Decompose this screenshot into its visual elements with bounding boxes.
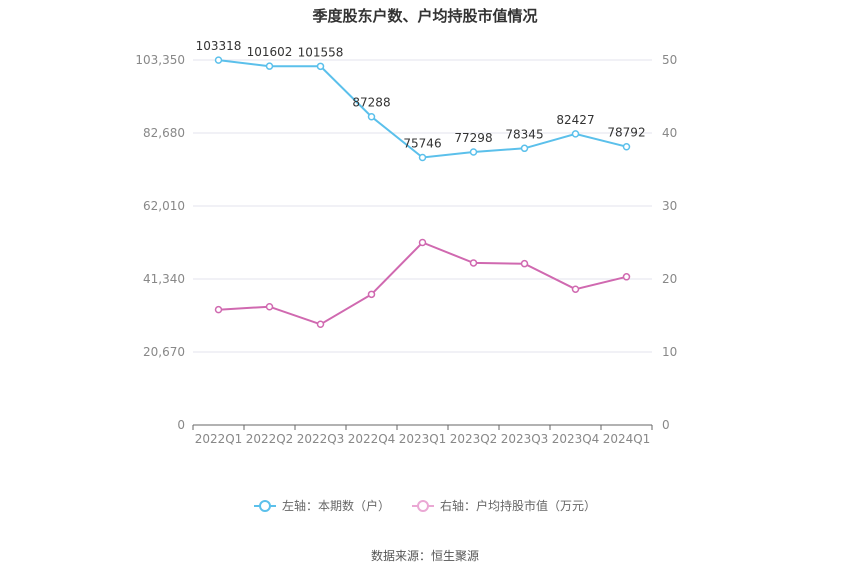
data-point	[214, 305, 223, 314]
x-axis-tick-label: 2023Q3	[501, 432, 549, 446]
legend-swatch-households-icon	[253, 499, 276, 513]
data-point	[622, 142, 631, 151]
legend-label-avg-value: 右轴：户均持股市值（万元）	[440, 499, 597, 513]
data-point	[316, 320, 325, 329]
data-point	[622, 273, 631, 281]
left-axis-tick-label: 82,680	[143, 126, 185, 140]
legend-item-avg-value[interactable]: 右轴：户均持股市值（万元）	[412, 497, 596, 514]
x-axis-tick-label: 2024Q1	[603, 432, 651, 446]
data-label: 101602	[247, 45, 293, 59]
x-axis-tick-label: 2023Q1	[399, 432, 447, 446]
left-axis-tick-label: 103,350	[135, 53, 185, 67]
right-axis-tick-label: 0	[662, 418, 670, 432]
left-axis-tick-label: 62,010	[143, 199, 185, 213]
data-label: 75746	[403, 136, 441, 150]
data-source: 数据来源：恒生聚源	[370, 549, 479, 563]
data-label: 103318	[196, 39, 242, 53]
right-axis-tick-label: 40	[662, 126, 677, 140]
legend: 左轴：本期数（户） 右轴：户均持股市值（万元）	[0, 497, 850, 514]
x-axis-tick-label: 2022Q3	[297, 432, 345, 446]
data-label: 78345	[505, 127, 543, 141]
data-point	[571, 285, 580, 293]
data-point	[265, 302, 274, 311]
data-point	[367, 290, 376, 299]
data-point	[520, 259, 529, 268]
data-point	[265, 62, 274, 70]
series-line-1	[218, 241, 627, 326]
data-label: 101558	[298, 45, 344, 59]
legend-item-households[interactable]: 左轴：本期数（户）	[253, 497, 390, 514]
x-axis-tick-label: 2022Q1	[195, 432, 243, 446]
data-label: 82427	[556, 113, 594, 127]
left-axis-tick-label: 20,670	[143, 345, 185, 359]
legend-swatch-avg-value-icon	[412, 499, 434, 513]
data-point	[418, 153, 427, 162]
data-point	[571, 130, 580, 138]
data-point	[367, 112, 376, 121]
data-point	[469, 259, 478, 267]
left-axis-tick-label: 0	[177, 418, 185, 432]
chart-title: 季度股东户数、户均持股市值情况	[312, 7, 538, 25]
right-axis-tick-label: 50	[662, 53, 677, 67]
right-axis-tick-label: 10	[662, 345, 677, 359]
left-axis-tick-label: 41,340	[143, 272, 185, 286]
x-axis-tick-label: 2022Q4	[348, 432, 396, 446]
x-axis-tick-label: 2023Q2	[450, 432, 498, 446]
data-label: 87288	[352, 96, 390, 110]
data-point	[469, 148, 478, 156]
right-axis-tick-label: 30	[662, 199, 677, 213]
x-axis-tick-label: 2022Q2	[246, 432, 294, 446]
data-label: 77298	[454, 131, 492, 145]
data-point	[316, 62, 325, 71]
right-axis-tick-label: 20	[662, 272, 677, 286]
data-point	[214, 56, 223, 64]
data-point	[418, 238, 427, 247]
legend-label-households: 左轴：本期数（户）	[281, 499, 390, 513]
data-label: 78792	[607, 126, 645, 140]
data-point	[520, 144, 529, 153]
x-axis-tick-label: 2023Q4	[552, 432, 600, 446]
